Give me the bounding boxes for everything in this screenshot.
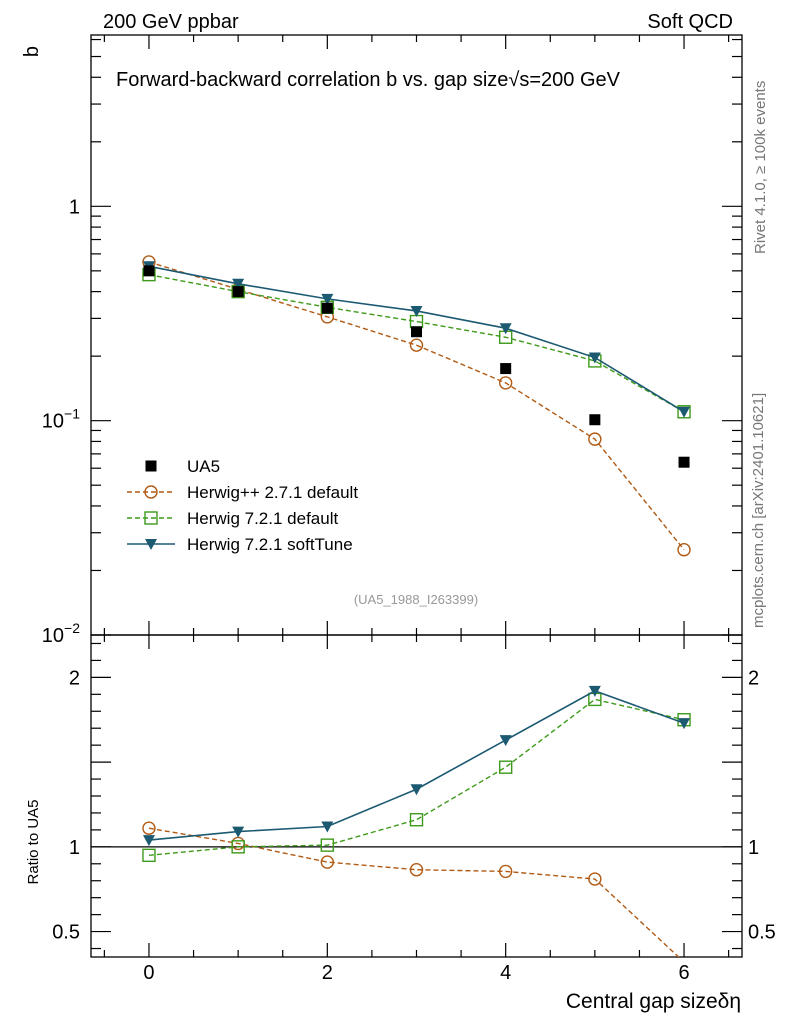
x-tick-label: 0 [143,962,154,984]
ratio-y-ticks: 0.5 0.5 1 1 2 2 [52,642,776,950]
main-data-point [678,406,691,418]
ratio-frame [90,634,743,958]
ratio-data-point [142,821,156,835]
ratio-data-point [409,863,424,877]
legend-label: Herwig 7.2.1 softTune [187,535,353,554]
main-data-point [498,376,513,390]
ratio-data-point [142,835,155,847]
ratio-data-point [231,840,245,854]
x-axis-label: Central gap sizeδη [566,990,741,1013]
ratio-panel: 0.5 0.5 1 1 2 2 0 2 4 6 Ratio to UA5 [25,634,776,984]
legend-label: UA5 [187,457,220,476]
chart-title: Forward-backward correlation b vs. gap s… [116,69,621,91]
main-data-point [321,302,333,314]
main-y-ticks: 110−110−2 [42,38,742,647]
main-data-point [499,323,512,335]
legend-label: Herwig++ 2.7.1 default [187,483,358,502]
x-tick-label: 4 [500,962,511,984]
y-tick-label-base: 10 [42,625,64,647]
mcplots-side-label: mcplots.cern.ch [arXiv:2401.10621] [750,392,767,628]
sqrt-symbol-icon: √ [508,69,519,91]
ratio-y-tick-label-right: 1 [748,837,759,859]
main-y-label: b [21,46,43,57]
legend: UA5 Herwig++ 2.7.1 default Herwig 7.2.1 de… [127,457,358,554]
ratio-y-tick-label-right: 0.5 [748,922,776,944]
ratio-data-point [588,872,602,886]
legend-marker [145,460,157,472]
ratio-y-tick-label-left: 0.5 [52,922,80,944]
x-tick-label: 6 [678,962,689,984]
ratio-data-point [320,855,335,869]
main-data-point [588,352,601,364]
y-tick-label-exp: −1 [64,406,80,422]
ratio-series-herwig-7-2-1-softtune [142,685,691,847]
main-data-point [232,278,245,290]
ratio-data-point [142,848,156,863]
main-series [142,255,691,557]
ratio-series-line [148,698,685,857]
chart-title-suffix: s=200 GeV [519,69,620,91]
y-tick-label: 10−1 [42,406,80,433]
ratio-series-herwig-2-7-1-default [142,821,680,957]
y-tick-label-base: 10 [42,411,64,433]
main-data-point [500,363,512,375]
main-data-point [678,456,690,468]
header-right: Soft QCD [647,11,733,33]
main-series-line [148,261,685,551]
ratio-data-point [409,813,424,827]
ratio-y-tick-label-right: 2 [748,667,759,689]
ratio-x-ticks: 0 2 4 6 [103,635,730,984]
x-axis-label-text: Central gap size [566,990,718,1013]
y-tick-label: 1 [69,196,80,218]
rivet-side-label: Rivet 4.1.0, ≥ 100k events [752,80,769,254]
ratio-data-point [321,821,334,833]
ratio-data-point [232,826,245,838]
legend-marker [144,511,158,525]
ratio-series-line [148,690,685,841]
ratio-series [142,685,691,957]
legend-label: Herwig 7.2.1 default [187,509,338,528]
main-data-point [410,305,423,317]
legend-item: UA5 [145,457,220,476]
main-data-point [411,326,422,338]
ratio-data-point [320,838,335,852]
main-series-ua5 [143,265,690,468]
ratio-series-herwig-7-2-1-default [142,692,691,863]
main-data-point [588,432,602,446]
legend-marker [145,539,157,550]
analysis-annotation: (UA5_1988_I263399) [354,592,478,607]
ratio-data-point [588,685,601,697]
main-data-point [409,338,424,352]
ratio-y-tick-label-left: 1 [69,837,80,859]
ratio-data-point [410,784,423,796]
ratio-data-point [498,760,513,774]
chart-title-main: Forward-backward correlation b vs. gap s… [116,69,508,91]
ratio-series-line [148,827,680,957]
ratio-data-point [498,864,513,879]
main-data-point [589,414,601,426]
legend-item: Herwig 7.2.1 default [127,509,338,528]
legend-marker [144,485,158,499]
main-series-line [148,273,685,413]
main-data-point [232,286,244,298]
y-tick-label-exp: −2 [64,620,80,636]
main-data-point [321,293,334,305]
ratio-data-point [678,718,691,730]
ratio-data-point [499,735,512,747]
x-axis-label-symbol: δη [718,990,741,1013]
legend-item: Herwig++ 2.7.1 default [127,483,358,502]
ratio-y-label: Ratio to UA5 [25,799,42,884]
legend-item: Herwig 7.2.1 softTune [127,535,353,554]
ratio-y-tick-label-left: 2 [69,667,80,689]
main-series-herwig-7-2-1-default [142,267,691,419]
y-tick-label: 10−2 [42,620,80,647]
main-data-point [143,265,155,277]
main-panel: 110−110−2 b Forward-backward correlation… [21,34,743,647]
main-x-ticks [103,35,730,635]
header-left: 200 GeV ppbar [103,11,239,33]
x-tick-label: 2 [322,962,333,984]
main-data-point [677,543,691,557]
